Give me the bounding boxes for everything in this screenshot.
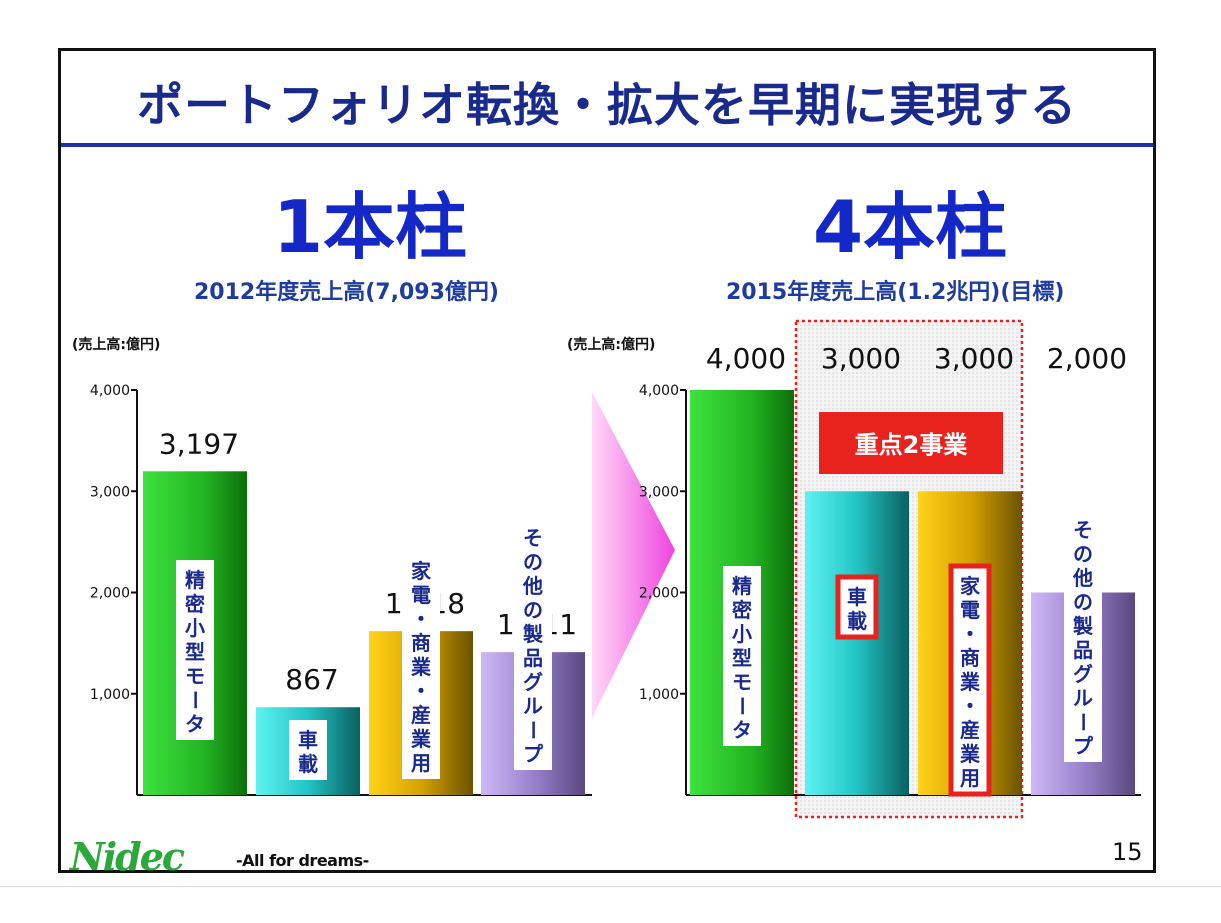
category-label: の	[1073, 542, 1093, 566]
category-label: グ	[523, 670, 543, 694]
value-label: 3,197	[159, 427, 239, 460]
left-pillar-heading: 1本柱	[272, 185, 468, 269]
slide-title: ポートフォリオ転換・拡大を早期に実現する	[137, 78, 1077, 132]
category-label: 業	[411, 727, 432, 751]
y-tick-label: 2,000	[639, 586, 679, 602]
category-label: ・	[411, 679, 431, 703]
value-label: 2,000	[1047, 342, 1127, 375]
category-label: 品	[1073, 638, 1093, 662]
category-label: 型	[732, 646, 752, 670]
category-label: ル	[1073, 686, 1093, 710]
category-label: 製	[1073, 614, 1093, 638]
category-label: 商	[411, 631, 431, 655]
category-label: 業	[960, 742, 981, 766]
value-label: 867	[285, 663, 338, 696]
category-label: 家	[960, 574, 981, 598]
y-tick-label: 1,000	[90, 687, 130, 703]
category-label: そ	[523, 526, 543, 550]
category-label: ・	[960, 694, 980, 718]
category-label: ・	[960, 622, 980, 646]
y-tick-label: 1,000	[639, 687, 679, 703]
category-label: 産	[411, 703, 431, 727]
nidec-logo: Nidec	[70, 834, 185, 879]
category-label-box	[723, 566, 761, 746]
category-label-box	[835, 574, 879, 640]
category-label: 車	[298, 728, 318, 752]
nidec-logo-text: Nidec	[70, 834, 185, 879]
category-label: 密	[185, 592, 205, 616]
category-label: 産	[960, 718, 980, 742]
category-label: モ	[185, 664, 205, 688]
category-label: の	[523, 598, 543, 622]
category-label: 他	[1072, 566, 1093, 590]
category-label: 精	[732, 574, 752, 598]
category-label: 密	[732, 598, 752, 622]
bar	[805, 491, 909, 795]
category-label: 商	[960, 646, 980, 670]
bottom-divider	[0, 886, 1221, 887]
category-label: 精	[185, 568, 205, 592]
category-label: ー	[183, 690, 207, 710]
category-label: 業	[960, 670, 981, 694]
category-label-box	[1064, 510, 1102, 762]
category-label: の	[1073, 590, 1093, 614]
y-tick-label: 3,000	[90, 484, 130, 500]
y-tick-label: 3,000	[639, 484, 679, 500]
category-label: 小	[732, 622, 752, 646]
y-tick-label: 4,000	[90, 383, 130, 399]
value-label: 4,000	[706, 342, 786, 375]
category-label: 製	[523, 622, 543, 646]
category-label: プ	[1073, 734, 1094, 758]
category-label: ー	[730, 696, 754, 716]
category-label: 用	[960, 766, 980, 790]
right-pillar-heading: 4本柱	[812, 185, 1008, 269]
category-label: プ	[523, 742, 544, 766]
category-label: タ	[185, 712, 205, 736]
highlight-label-box	[819, 412, 1003, 474]
category-label: の	[523, 550, 543, 574]
tagline: -All for dreams-	[236, 851, 369, 870]
page-number: 15	[1112, 838, 1143, 866]
transition-arrow	[592, 392, 675, 718]
category-label-box	[514, 518, 552, 770]
y-tick-label: 2,000	[90, 586, 130, 602]
left-subtitle: 2012年度売上高(7,093億円)	[194, 280, 499, 305]
value-label: 3,000	[821, 342, 901, 375]
right-subtitle: 2015年度売上高(1.2兆円)(目標)	[726, 280, 1065, 305]
category-label-box	[402, 551, 440, 779]
category-label: 小	[185, 616, 205, 640]
category-label: 電	[411, 583, 431, 607]
category-label-box	[948, 563, 992, 797]
category-label: モ	[732, 670, 752, 694]
category-label: そ	[1073, 518, 1093, 542]
category-label: 家	[411, 559, 432, 583]
category-label: 電	[960, 598, 980, 622]
value-label: 3,000	[934, 342, 1014, 375]
category-label: ル	[523, 694, 543, 718]
category-label: 業	[411, 655, 432, 679]
category-label: 他	[522, 574, 543, 598]
category-label-box	[176, 560, 214, 740]
category-label-box	[289, 720, 327, 780]
category-label: 載	[847, 609, 867, 633]
left-unit-label: (売上高:億円)	[72, 337, 161, 353]
left-chart: 4,0003,0002,0001,0003,197精密小型モータ867車載1,6…	[90, 383, 592, 796]
category-label: 用	[411, 751, 431, 775]
category-label: 品	[523, 646, 543, 670]
category-label: 載	[298, 752, 318, 776]
highlight-label: 重点2事業	[855, 431, 968, 459]
category-label: 型	[185, 640, 205, 664]
category-label: 車	[847, 585, 867, 609]
category-label: グ	[1073, 662, 1093, 686]
y-tick-label: 4,000	[639, 383, 679, 399]
title-bar: ポートフォリオ転換・拡大を早期に実現する	[61, 51, 1153, 147]
category-label: タ	[732, 718, 752, 742]
category-label: ・	[411, 607, 431, 631]
right-unit-label: (売上高:億円)	[567, 337, 656, 353]
category-label: ー	[1071, 712, 1095, 732]
right-chart: 4,0003,0002,0001,0004,000精密小型モータ3,000車載3…	[639, 342, 1141, 797]
category-label: ー	[521, 720, 545, 740]
